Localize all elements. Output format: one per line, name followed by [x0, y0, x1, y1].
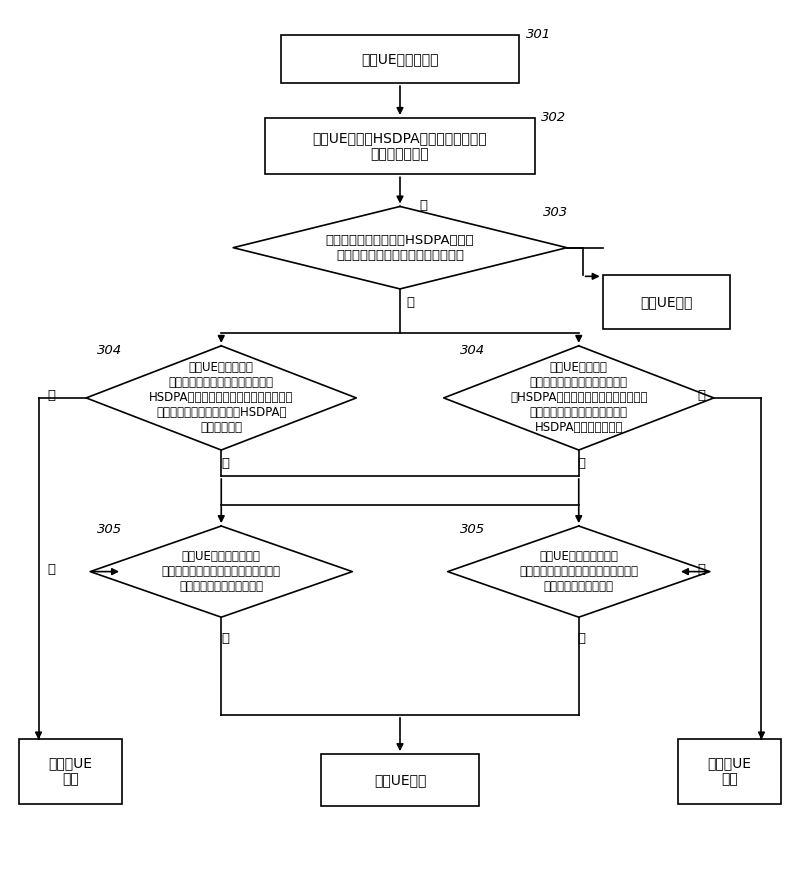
- Polygon shape: [444, 346, 714, 450]
- Text: 不允许UE
加入: 不允许UE 加入: [708, 756, 752, 787]
- Text: 305: 305: [460, 523, 486, 536]
- Bar: [281, 35, 519, 83]
- Polygon shape: [233, 206, 567, 289]
- Bar: [18, 739, 122, 804]
- Text: 接收UE的准入请求: 接收UE的准入请求: [362, 52, 438, 66]
- Text: 否: 否: [406, 296, 414, 309]
- Text: 判断UE加入第一小区后
小区组的下行总发射功率是否小于小区
组允许的下行发射功率: 判断UE加入第一小区后 小区组的下行总发射功率是否小于小区 组允许的下行发射功率: [519, 550, 638, 593]
- Text: 是: 是: [420, 198, 428, 212]
- Text: 是: 是: [577, 456, 585, 469]
- Polygon shape: [448, 526, 710, 617]
- Text: 不允许UE
加入: 不允许UE 加入: [48, 756, 92, 787]
- Text: 判断UE加入所带来
的功率增量与满足第一小区的所有
HSDPA用户设备的数据保证速率所需要的
功率之和是否小于第一小区HSDPA信
道的发射功率: 判断UE加入所带来 的功率增量与满足第一小区的所有 HSDPA用户设备的数据保证…: [149, 362, 294, 434]
- Text: 否: 否: [697, 389, 705, 402]
- Text: 是: 是: [222, 632, 230, 645]
- Text: 304: 304: [97, 343, 122, 357]
- Bar: [602, 275, 730, 329]
- Text: 否: 否: [47, 389, 55, 402]
- Text: 304: 304: [460, 343, 486, 357]
- Text: 否: 否: [697, 563, 705, 575]
- Polygon shape: [86, 346, 356, 450]
- Text: 判断UE加入所带
来的功率增量与满足小区组的所
有HSDPA用户设备的数据保证速率所需
要的功率的和是否小于小区组的
HSDPA信道的发射功率: 判断UE加入所带 来的功率增量与满足小区组的所 有HSDPA用户设备的数据保证速…: [510, 362, 647, 434]
- Text: 是: 是: [577, 632, 585, 645]
- Text: 判断UE加入第一小区后
第一小区的下行总发射功率是否小于第
一小区允许的下行发射功率: 判断UE加入第一小区后 第一小区的下行总发射功率是否小于第 一小区允许的下行发射…: [162, 550, 281, 593]
- Text: 允许UE加入: 允许UE加入: [640, 295, 692, 309]
- Text: 303: 303: [543, 206, 568, 219]
- Text: 302: 302: [542, 111, 566, 124]
- Text: 301: 301: [526, 29, 550, 41]
- Text: 确定UE为使用HSDPA的用户设备、其支
持一个载波接入: 确定UE为使用HSDPA的用户设备、其支 持一个载波接入: [313, 131, 487, 161]
- Polygon shape: [90, 526, 352, 617]
- Text: 否: 否: [47, 563, 55, 575]
- Text: 允许UE加入: 允许UE加入: [374, 773, 426, 787]
- Bar: [321, 754, 479, 806]
- Bar: [265, 118, 535, 174]
- Text: 判断承载在第一小区的HSDPA信道上
的第一业务的服务质量是否满足要求: 判断承载在第一小区的HSDPA信道上 的第一业务的服务质量是否满足要求: [326, 233, 474, 261]
- Text: 305: 305: [97, 523, 122, 536]
- Text: 是: 是: [222, 456, 230, 469]
- Bar: [678, 739, 782, 804]
